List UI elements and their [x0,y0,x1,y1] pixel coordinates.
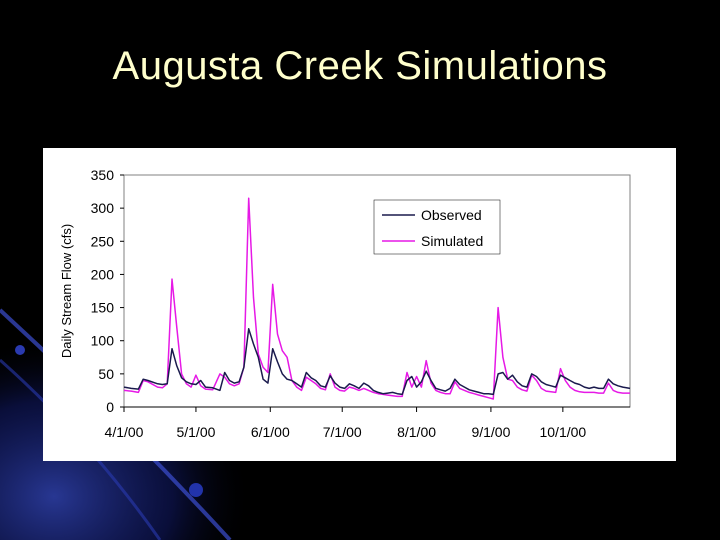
x-tick-label: 9/1/00 [471,424,510,440]
decor-dot [189,483,203,497]
legend-label-observed: Observed [421,207,482,223]
y-tick-label: 0 [106,399,114,415]
y-tick-label: 250 [91,233,115,249]
series-layer [123,197,631,400]
x-axis: 4/1/00 5/1/00 6/1/00 7/1/00 8/1/00 9/1/00 10/1… [105,406,630,440]
x-tick-label: 5/1/00 [176,424,215,440]
y-tick-label: 300 [91,200,115,216]
x-tick-label: 8/1/00 [397,424,436,440]
line-chart: 0 50 100 150 200 250 300 350 4/1/00 5/1/00 6/1/00… [59,167,631,440]
x-tick-label: 7/1/00 [323,424,362,440]
y-tick-label: 200 [91,266,115,282]
y-axis: 0 50 100 150 200 250 300 350 [91,167,124,415]
x-tick-label: 6/1/00 [251,424,290,440]
y-tick-label: 150 [91,300,115,316]
slide-title: Augusta Creek Simulations [112,44,608,88]
y-tick-label: 50 [98,366,114,382]
x-tick-label: 10/1/00 [539,424,586,440]
legend-label-simulated: Simulated [421,233,483,249]
y-tick-label: 100 [91,333,115,349]
legend-box [373,199,501,255]
y-tick-label: 350 [91,167,115,183]
legend: Observed Simulated [373,199,501,255]
decor-dot [15,345,25,355]
x-tick-label: 4/1/00 [105,424,144,440]
chart-panel: 0 50 100 150 200 250 300 350 4/1/00 5/1/00 6/1/00… [43,148,676,461]
series-line-observed [123,328,631,396]
y-axis-title: Daily Stream Flow (cfs) [59,224,74,358]
